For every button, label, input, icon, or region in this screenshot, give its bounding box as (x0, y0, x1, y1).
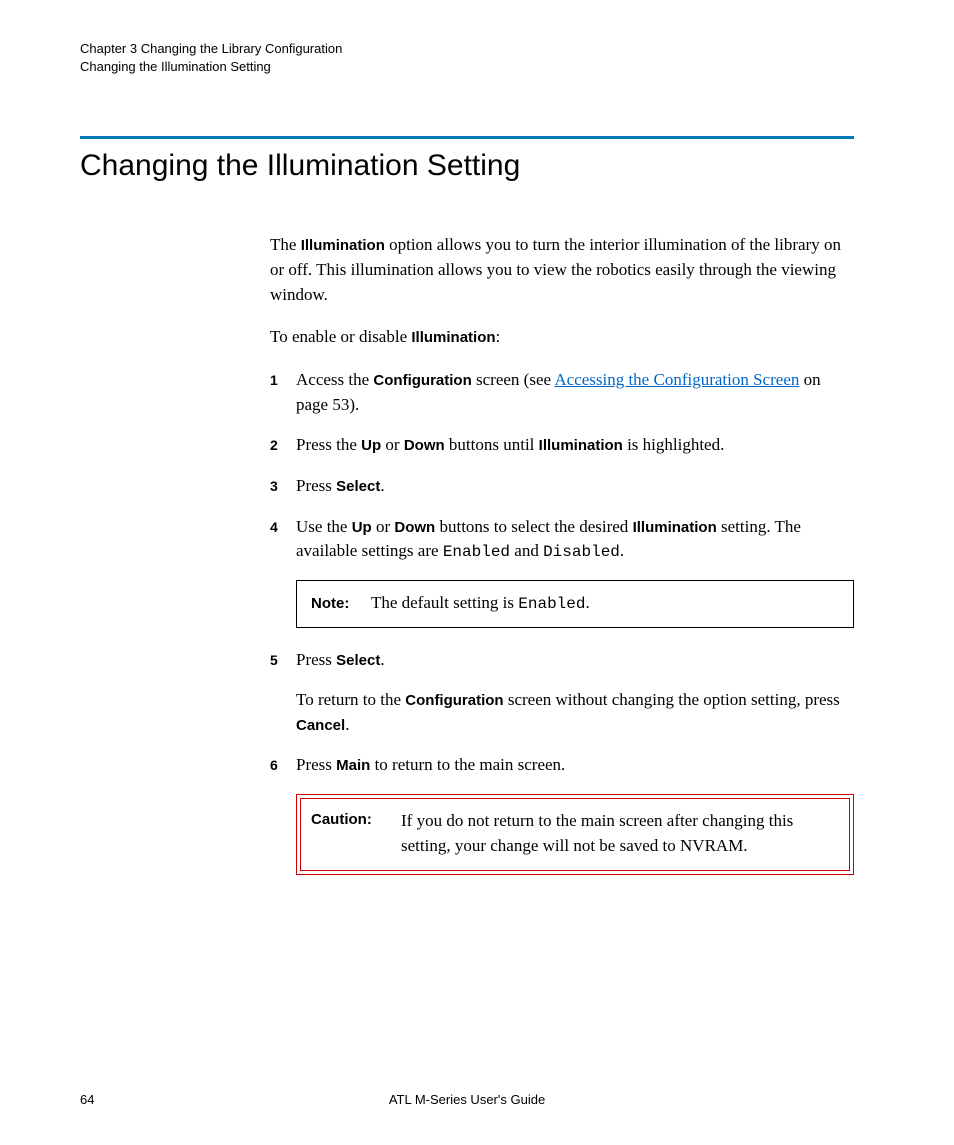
step-number: 1 (270, 370, 278, 390)
bold-term: Illumination (411, 329, 495, 346)
step-number: 5 (270, 650, 278, 670)
page-title: Changing the Illumination Setting (80, 149, 854, 183)
text: and (510, 541, 543, 560)
step-number: 6 (270, 755, 278, 775)
intro-paragraph: The Illumination option allows you to tu… (270, 233, 854, 307)
bold-term: Down (404, 437, 445, 454)
caution-box: Caution: If you do not return to the mai… (296, 794, 854, 875)
step-list-continued-2: 6 Press Main to return to the main scree… (270, 753, 854, 778)
step-5-sub: To return to the Configuration screen wi… (296, 688, 854, 737)
text: to return to the main screen. (370, 755, 565, 774)
text: Use the (296, 517, 352, 536)
mono-term: Disabled (543, 543, 620, 561)
text: Access the (296, 370, 373, 389)
step-number: 2 (270, 435, 278, 455)
step-2: 2 Press the Up or Down buttons until Ill… (270, 433, 854, 458)
bold-term: Up (352, 519, 372, 536)
text: To return to the (296, 690, 405, 709)
section-rule (80, 136, 854, 139)
step-1: 1 Access the Configuration screen (see A… (270, 368, 854, 417)
step-5: 5 Press Select. (270, 648, 854, 673)
step-number: 3 (270, 476, 278, 496)
page-footer: 64 ATL M-Series User's Guide (80, 1092, 854, 1107)
lead-paragraph: To enable or disable Illumination: (270, 325, 854, 350)
mono-term: Enabled (518, 595, 585, 613)
note-box: Note: The default setting is Enabled. (296, 580, 854, 627)
bold-term: Select (336, 652, 380, 669)
text: To enable or disable (270, 327, 411, 346)
text: is highlighted. (623, 435, 725, 454)
bold-term: Down (394, 519, 435, 536)
text: . (345, 715, 349, 734)
step-number: 4 (270, 517, 278, 537)
note-label: Note: (311, 593, 367, 615)
header-line-1: Chapter 3 Changing the Library Configura… (80, 40, 854, 58)
text: screen (see (472, 370, 555, 389)
step-6: 6 Press Main to return to the main scree… (270, 753, 854, 778)
header-line-2: Changing the Illumination Setting (80, 58, 854, 76)
text: Press (296, 755, 336, 774)
bold-term: Configuration (405, 692, 503, 709)
caution-label: Caution: (311, 809, 401, 858)
bold-term: Illumination (301, 237, 385, 254)
cross-reference-link[interactable]: Accessing the Configuration Screen (554, 370, 799, 389)
bold-term: Up (361, 437, 381, 454)
step-3: 3 Press Select. (270, 474, 854, 499)
text: or (381, 435, 404, 454)
caution-text: If you do not return to the main screen … (401, 809, 839, 858)
step-list: 1 Access the Configuration screen (see A… (270, 368, 854, 564)
step-4: 4 Use the Up or Down buttons to select t… (270, 515, 854, 565)
body-content: The Illumination option allows you to tu… (270, 233, 854, 875)
text: . (620, 541, 624, 560)
text: or (372, 517, 395, 536)
text: The (270, 235, 301, 254)
text: . (380, 650, 384, 669)
text: buttons to select the desired (435, 517, 632, 536)
text: . (585, 593, 589, 612)
text: screen without changing the option setti… (504, 690, 840, 709)
text: Press (296, 650, 336, 669)
bold-term: Cancel (296, 717, 345, 734)
bold-term: Configuration (373, 372, 471, 389)
text: buttons until (445, 435, 539, 454)
bold-term: Select (336, 478, 380, 495)
bold-term: Illumination (539, 437, 623, 454)
mono-term: Enabled (443, 543, 510, 561)
bold-term: Main (336, 757, 370, 774)
text: Press the (296, 435, 361, 454)
text: The default setting is (371, 593, 518, 612)
text: Press (296, 476, 336, 495)
footer-title: ATL M-Series User's Guide (80, 1092, 854, 1107)
step-list-continued: 5 Press Select. (270, 648, 854, 673)
running-header: Chapter 3 Changing the Library Configura… (80, 40, 854, 76)
text: . (380, 476, 384, 495)
text: : (496, 327, 501, 346)
bold-term: Illumination (633, 519, 717, 536)
